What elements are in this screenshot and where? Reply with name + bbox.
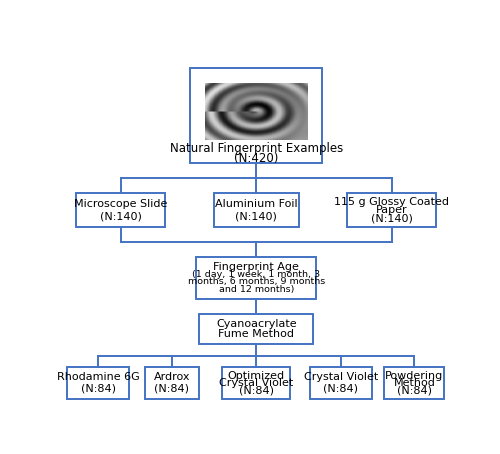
FancyBboxPatch shape [384, 367, 444, 399]
Text: Method: Method [394, 378, 436, 388]
Text: Crystal Violet: Crystal Violet [219, 378, 294, 388]
Text: (N:420): (N:420) [234, 152, 278, 165]
Text: Ardrox: Ardrox [154, 372, 190, 382]
FancyBboxPatch shape [348, 193, 436, 227]
Text: Paper: Paper [376, 205, 408, 215]
Text: Optimized: Optimized [228, 370, 285, 380]
FancyBboxPatch shape [190, 69, 322, 163]
FancyBboxPatch shape [67, 367, 129, 399]
Text: Microscope Slide: Microscope Slide [74, 199, 168, 209]
Text: Natural Fingerprint Examples: Natural Fingerprint Examples [170, 142, 343, 155]
FancyBboxPatch shape [214, 193, 299, 227]
Text: 115 g Glossy Coated: 115 g Glossy Coated [334, 197, 450, 207]
Text: (N:84): (N:84) [323, 384, 358, 394]
FancyBboxPatch shape [222, 367, 290, 399]
Text: and 12 months): and 12 months) [218, 285, 294, 294]
FancyBboxPatch shape [76, 193, 165, 227]
Text: Powdering: Powdering [385, 370, 444, 380]
Text: (N:140): (N:140) [100, 211, 141, 221]
Text: months, 6 months, 9 months: months, 6 months, 9 months [188, 277, 325, 286]
Text: (N:84): (N:84) [80, 384, 116, 394]
FancyBboxPatch shape [310, 367, 372, 399]
Text: Crystal Violet: Crystal Violet [304, 372, 378, 382]
Text: (N:140): (N:140) [371, 213, 413, 223]
Text: (N:84): (N:84) [154, 384, 190, 394]
Text: Rhodamine 6G: Rhodamine 6G [57, 372, 140, 382]
FancyBboxPatch shape [196, 257, 316, 299]
FancyBboxPatch shape [199, 314, 314, 344]
Text: Fume Method: Fume Method [218, 329, 294, 339]
Text: (1 day, 1 week, 1 month, 3: (1 day, 1 week, 1 month, 3 [192, 270, 320, 279]
FancyBboxPatch shape [144, 367, 199, 399]
Text: Cyanoacrylate: Cyanoacrylate [216, 319, 296, 329]
Text: (N:140): (N:140) [236, 211, 277, 221]
Text: (N:84): (N:84) [397, 385, 432, 395]
Text: Aluminium Foil: Aluminium Foil [215, 199, 298, 209]
Text: (N:84): (N:84) [239, 385, 274, 395]
Text: Fingerprint Age: Fingerprint Age [214, 262, 299, 272]
